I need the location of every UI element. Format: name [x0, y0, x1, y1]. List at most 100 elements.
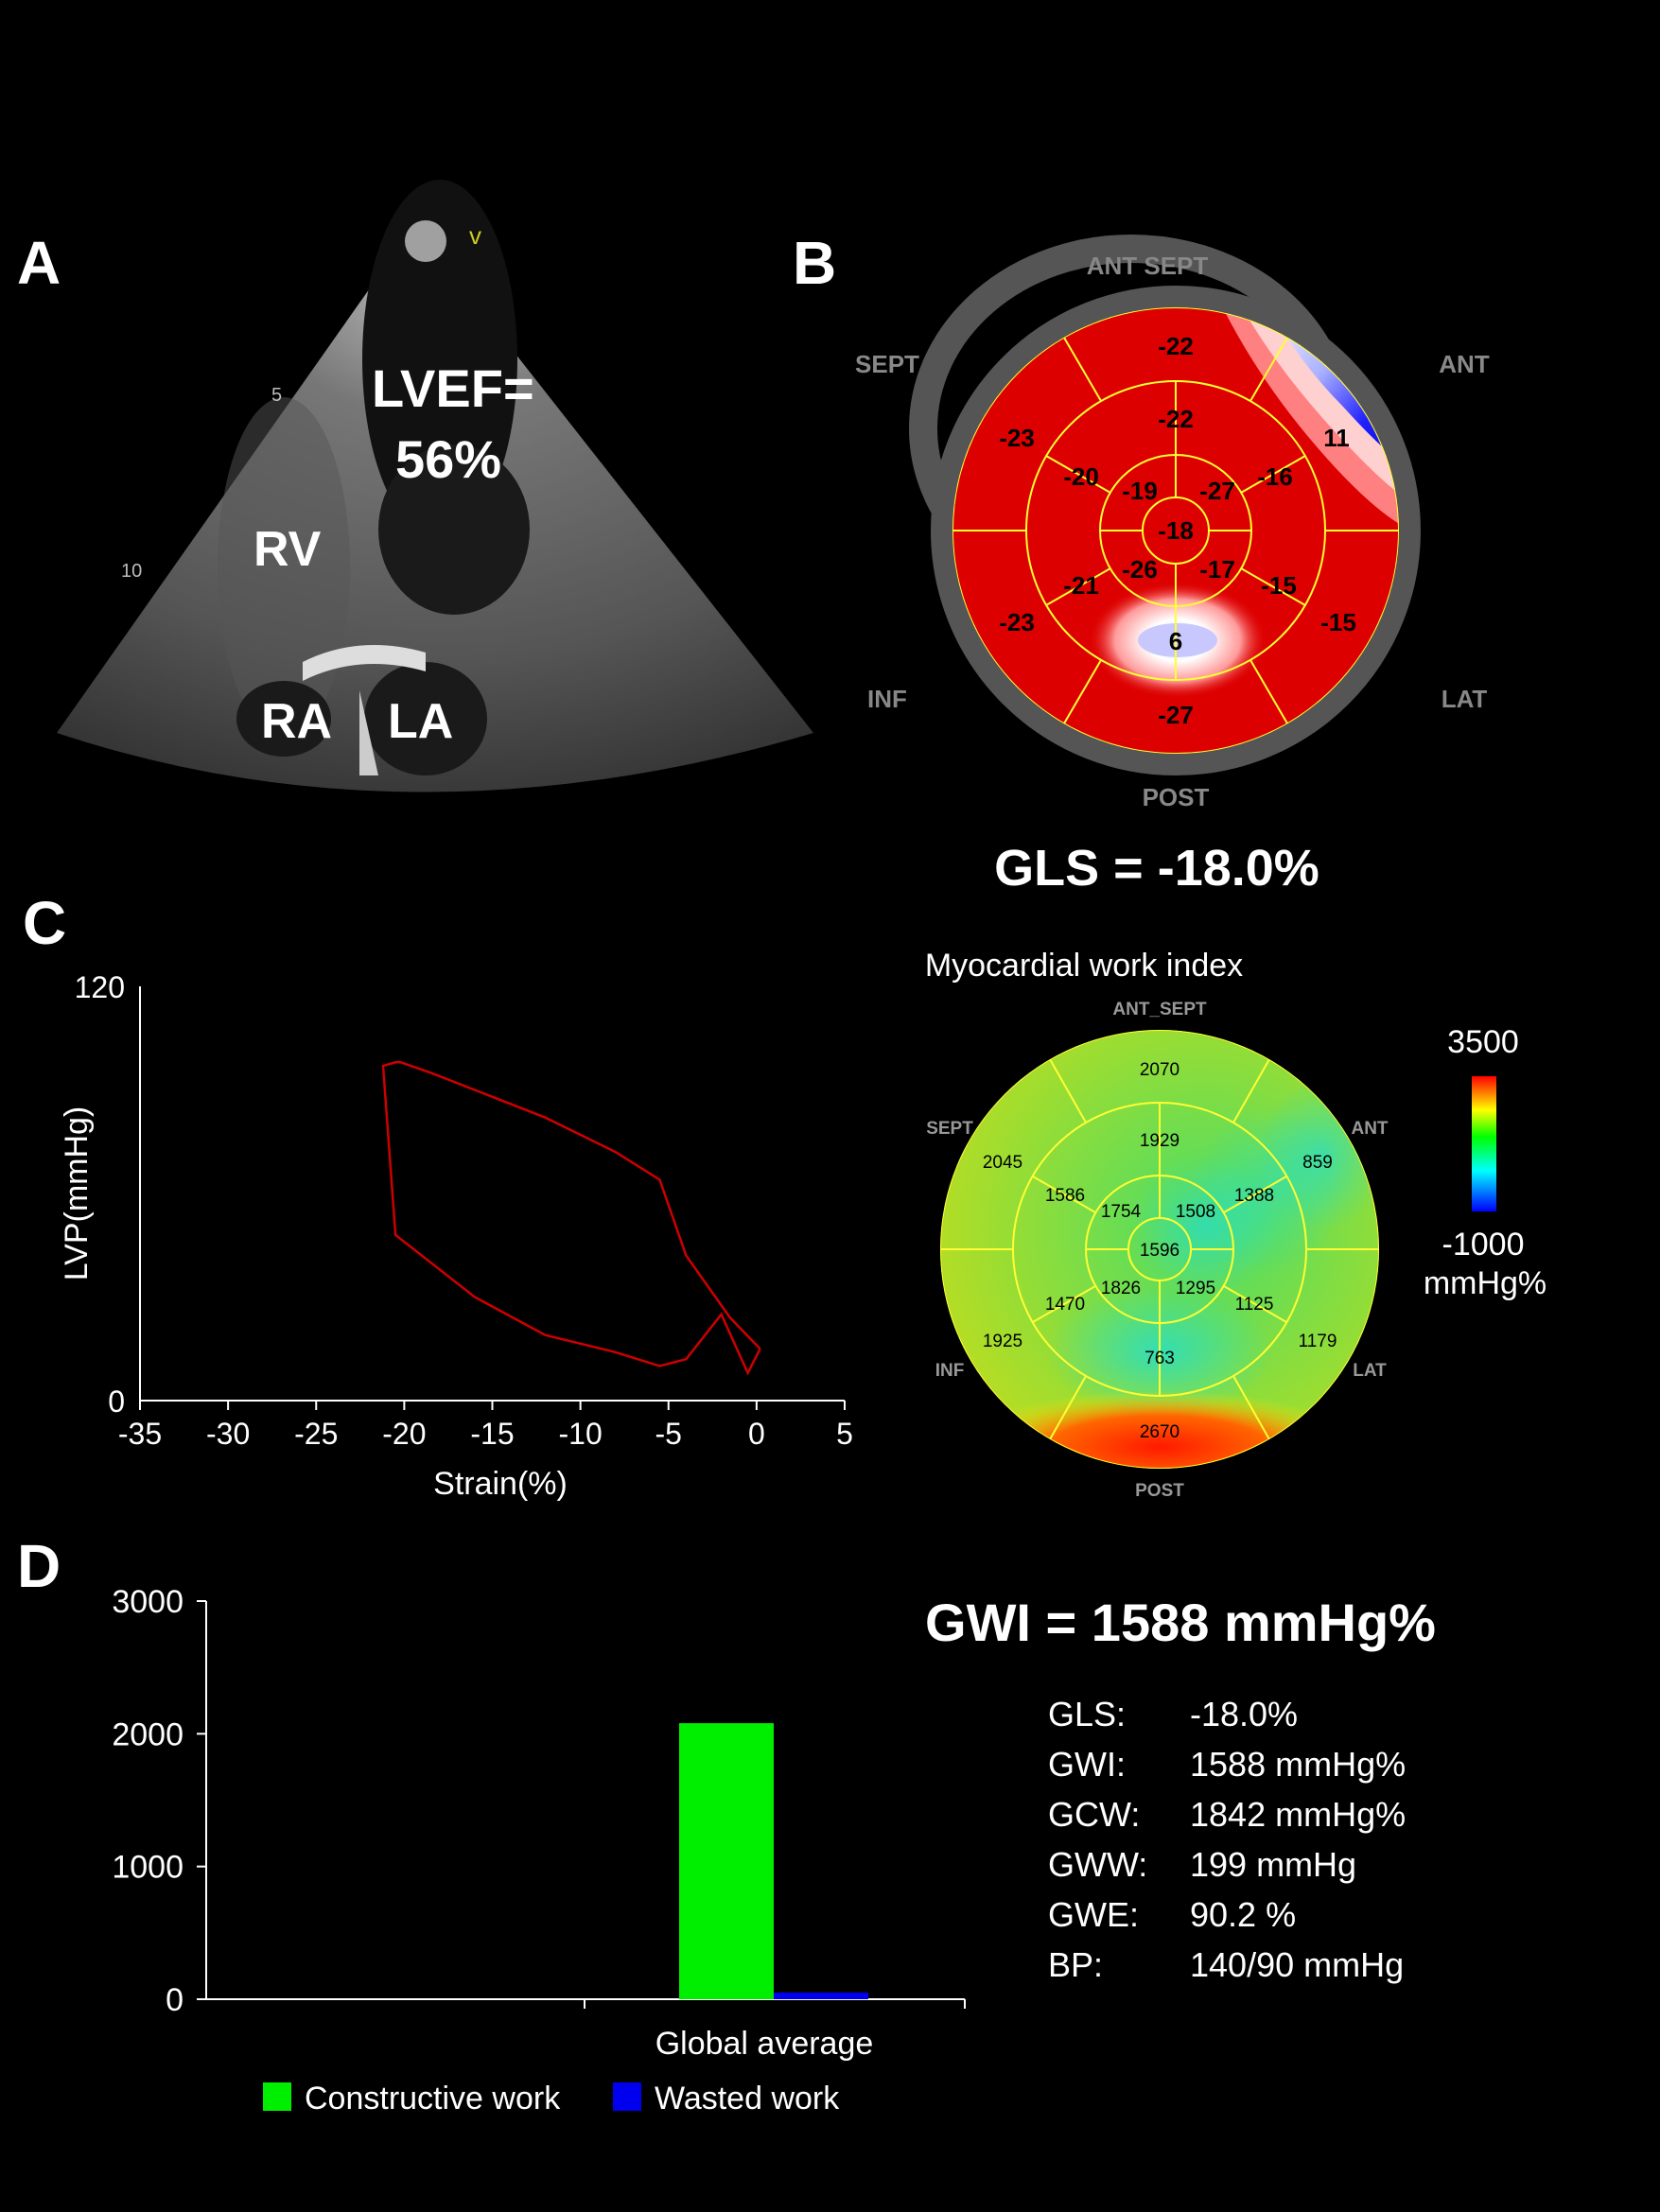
- panel-label-b: B: [793, 229, 836, 297]
- work-label-post: POST: [1135, 1481, 1184, 1501]
- stats-value: 199 mmHg: [1190, 1845, 1357, 1884]
- legend-label-constructive: Constructive work: [305, 2081, 561, 2116]
- stats-label: BP:: [1048, 1945, 1104, 1984]
- loop-series-line: [381, 1061, 761, 1376]
- work-outer-sept: 2045: [983, 1153, 1022, 1173]
- work-label-ant: ANT: [1351, 1119, 1388, 1139]
- colorbar-max-label: 3500: [1447, 1024, 1519, 1060]
- gls-title: GLS = -18.0%: [994, 840, 1319, 897]
- strain-label-ant: ANT: [1439, 350, 1490, 378]
- bar-constructive: [679, 1723, 774, 1999]
- strain-outer-ant: 11: [1323, 424, 1350, 452]
- ra-label: RA: [261, 694, 332, 749]
- panel-label-d: D: [17, 1532, 61, 1600]
- strain-mid-post: 6: [1169, 627, 1182, 655]
- work-mid-ant-sept: 1929: [1140, 1131, 1179, 1151]
- v-marker: v: [469, 221, 481, 250]
- strain-outer-post: -27: [1158, 701, 1194, 729]
- strain-outer-ant-sept: -22: [1158, 332, 1194, 360]
- work-apex-sept: 1754: [1101, 1202, 1142, 1222]
- echo-image: [57, 180, 813, 792]
- strain-values: -22 -23 -23 -27 -15 11 -22 -20 -21 6 -15…: [999, 332, 1356, 729]
- work-mid-lat: 1125: [1235, 1295, 1274, 1315]
- colorbar-unit-label: mmHg%: [1424, 1265, 1546, 1301]
- la-label: LA: [388, 694, 453, 749]
- work-mid-inf: 1470: [1045, 1295, 1085, 1315]
- loop-x-tick-label: -25: [294, 1417, 338, 1451]
- stats-value: 1842 mmHg%: [1190, 1795, 1407, 1834]
- stats-row: BP: 140/90 mmHg: [1048, 1945, 1406, 1995]
- pressure-strain-loop-chart: -35 -30 -25 -20 -15 -10 -5 0 5 0 120: [75, 970, 853, 1451]
- work-outer-inf: 1925: [983, 1332, 1022, 1351]
- stats-label: GWW:: [1048, 1845, 1148, 1884]
- strain-label-lat: LAT: [1442, 685, 1488, 713]
- strain-apex-sept: -19: [1122, 477, 1158, 505]
- stats-row: GWE: 90.2 %: [1048, 1895, 1406, 1945]
- work-apex-inf: 1826: [1101, 1279, 1141, 1298]
- loop-x-tick-label: 0: [748, 1417, 765, 1451]
- panel-label-a: A: [17, 229, 61, 297]
- loop-x-tick-label: -10: [559, 1417, 603, 1451]
- bar-legend: Constructive work Wasted work: [263, 2081, 840, 2116]
- work-mid-post: 763: [1145, 1349, 1175, 1368]
- stats-row: GLS: -18.0%: [1048, 1695, 1406, 1745]
- work-outer-lat: 1179: [1299, 1332, 1337, 1351]
- strain-label-sept: SEPT: [855, 350, 919, 378]
- strain-orientation-labels: ANT SEPT SEPT ANT INF LAT POST: [855, 252, 1490, 811]
- lvef-label: LVEF=: [372, 358, 534, 418]
- work-outer-ant: 859: [1302, 1153, 1333, 1173]
- work-bullseye: [940, 1030, 1379, 1469]
- bar-y-tick-label: 3000: [112, 1584, 183, 1620]
- strain-label-ant-sept: ANT SEPT: [1087, 252, 1209, 280]
- loop-x-axis-label: Strain(%): [433, 1466, 568, 1502]
- lvef-value: 56%: [395, 429, 501, 489]
- loop-x-tick-label: -35: [118, 1417, 162, 1451]
- work-apex-lat: 1295: [1176, 1279, 1215, 1298]
- stats-row: GWW: 199 mmHg: [1048, 1845, 1406, 1895]
- work-apex-ant: 1508: [1176, 1202, 1215, 1222]
- gwi-title: GWI = 1588 mmHg%: [925, 1593, 1436, 1652]
- work-label-lat: LAT: [1353, 1361, 1387, 1381]
- stats-row: GCW: 1842 mmHg%: [1048, 1795, 1406, 1845]
- loop-y-tick-label: 0: [108, 1385, 125, 1419]
- stats-value: 140/90 mmHg: [1190, 1945, 1405, 1984]
- stats-table: GLS: -18.0% GWI: 1588 mmHg% GCW: 1842 mmHg% GW…: [1048, 1695, 1406, 1995]
- loop-y-axis-label: LVP(mmHg): [59, 1106, 95, 1281]
- stats-label: GLS:: [1048, 1695, 1127, 1733]
- strain-apex-inf: -26: [1122, 555, 1158, 583]
- work-bar-chart: 0 1000 2000 3000: [112, 1584, 966, 2018]
- bar-y-tick-label: 1000: [112, 1850, 183, 1886]
- bar-wasted: [774, 1992, 868, 1999]
- panel-label-c: C: [23, 889, 66, 957]
- work-outer-post: 2670: [1140, 1422, 1179, 1442]
- strain-outer-lat: -15: [1320, 608, 1356, 636]
- strain-mid-sept: -20: [1063, 462, 1099, 491]
- work-mid-ant: 1388: [1234, 1186, 1274, 1206]
- legend-swatch-wasted: [613, 2082, 641, 2111]
- strain-mid-lat: -15: [1261, 571, 1297, 600]
- strain-outer-inf: -23: [999, 608, 1035, 636]
- legend-swatch-constructive: [263, 2082, 291, 2111]
- stats-label: GCW:: [1048, 1795, 1141, 1834]
- strain-mid-inf: -21: [1063, 571, 1099, 600]
- stats-value: 90.2 %: [1190, 1895, 1297, 1934]
- loop-x-tick-label: -5: [655, 1417, 682, 1451]
- stats-row: GWI: 1588 mmHg%: [1048, 1745, 1406, 1795]
- bar-y-tick-label: 0: [166, 1982, 183, 2018]
- stats-label: GWI:: [1048, 1745, 1126, 1784]
- loop-x-tick-label: 5: [836, 1417, 853, 1451]
- work-values: 2070 2045 1925 2670 1179 859 1929 1586 1…: [983, 1060, 1337, 1442]
- loop-x-tick-label: -30: [206, 1417, 250, 1451]
- colorbar-min-label: -1000: [1442, 1227, 1525, 1263]
- stats-value: -18.0%: [1190, 1695, 1299, 1733]
- stats-value: 1588 mmHg%: [1190, 1745, 1407, 1784]
- loop-x-tick-label: -20: [382, 1417, 426, 1451]
- depth-marker-10: 10: [121, 561, 142, 582]
- strain-outer-sept: -23: [999, 424, 1035, 452]
- bar-category-label: Global average: [655, 2026, 874, 2062]
- strain-mid-ant: -16: [1257, 462, 1293, 491]
- work-label-inf: INF: [935, 1361, 965, 1381]
- bullseye-ring: [931, 286, 1421, 775]
- work-apex-center: 1596: [1140, 1241, 1179, 1261]
